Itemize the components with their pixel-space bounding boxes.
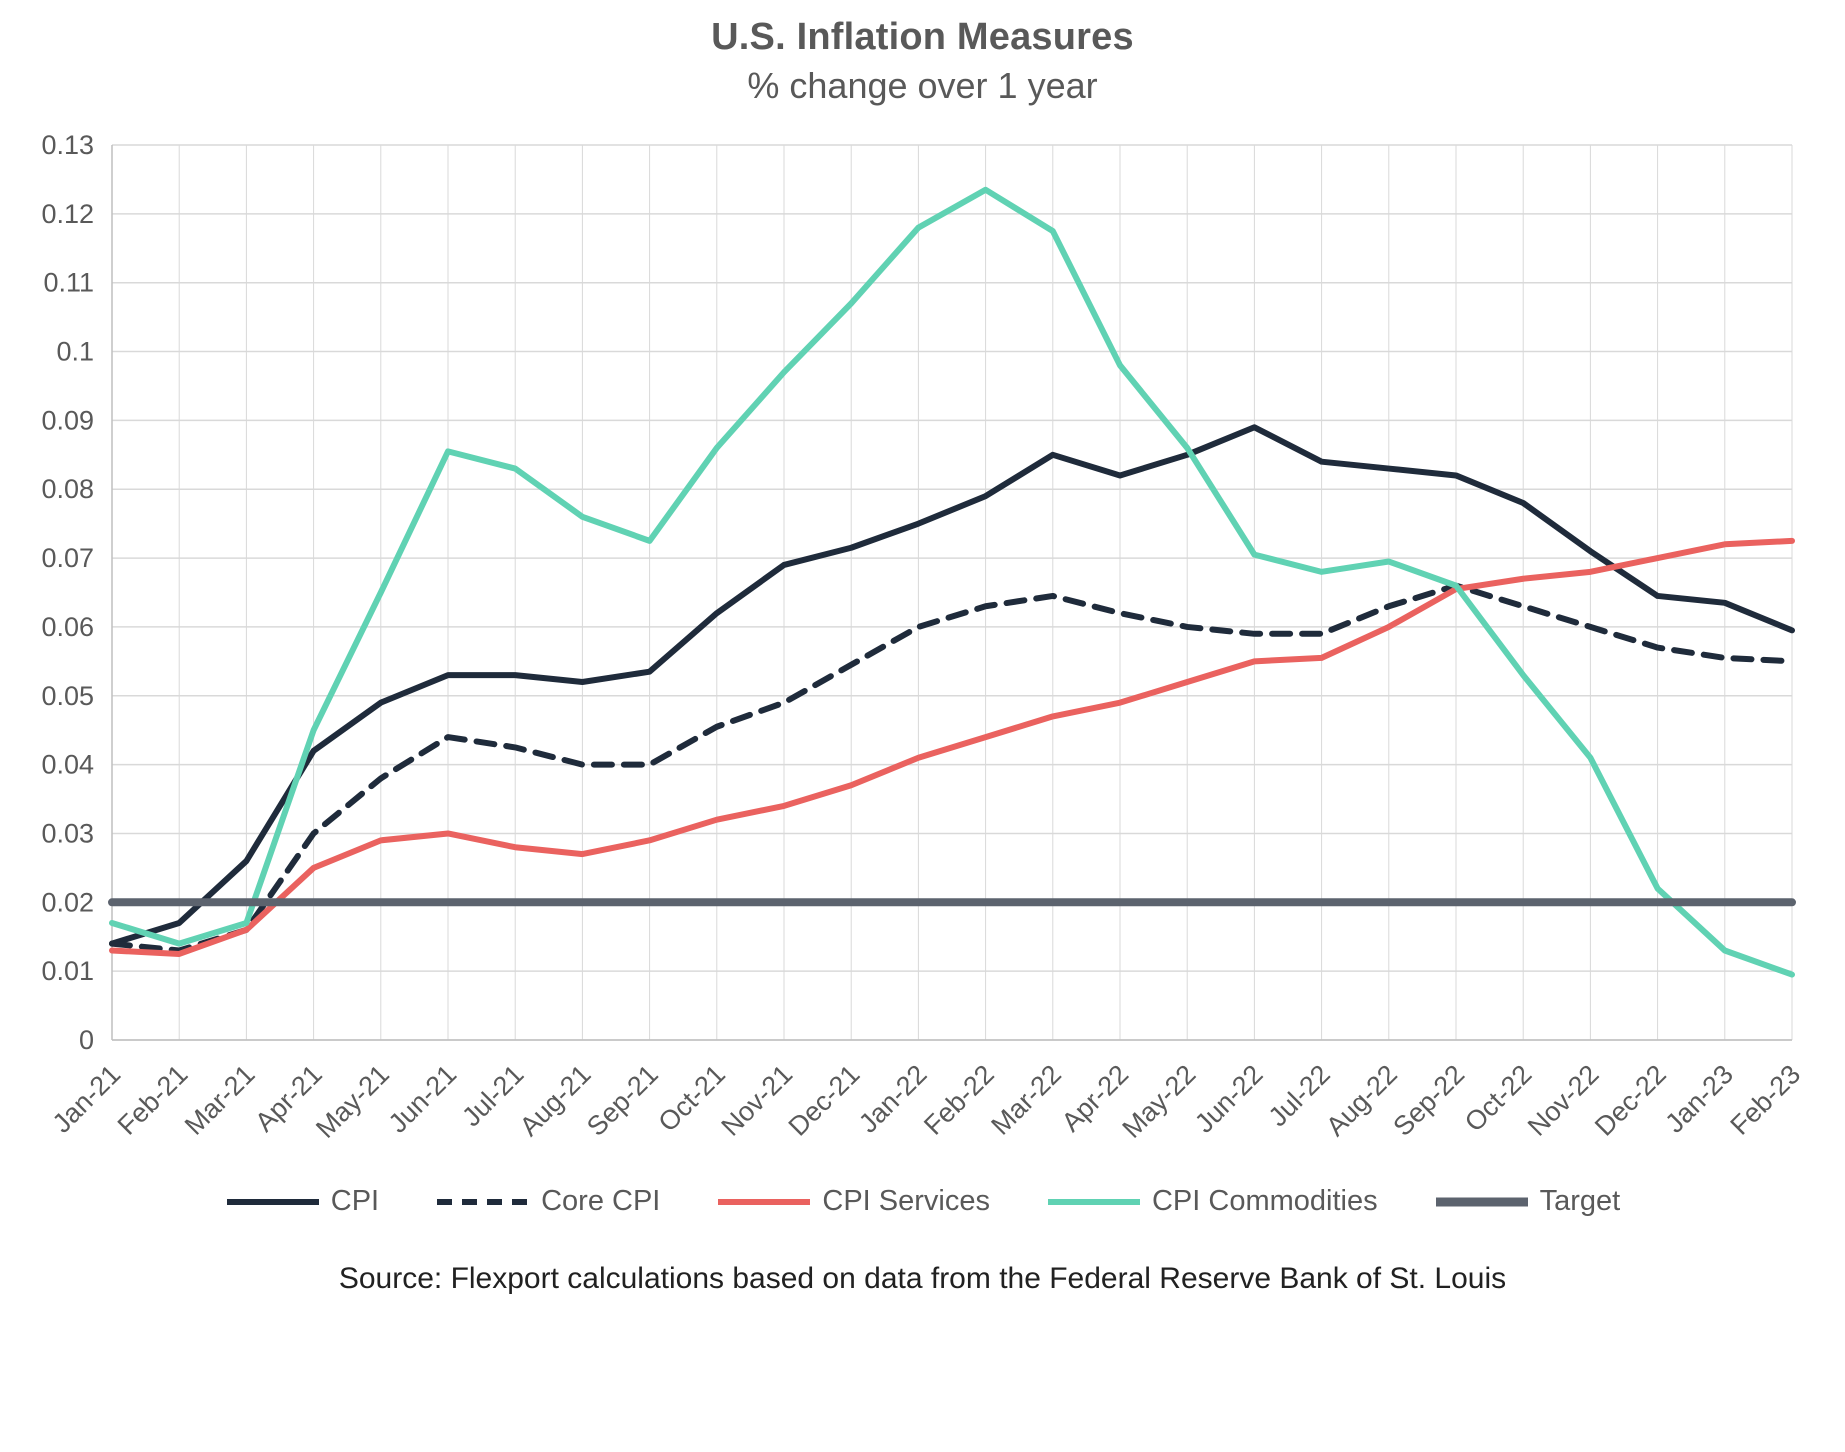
legend-swatch-cpi-commodities bbox=[1047, 1198, 1140, 1205]
x-axis-tick-label: Sep-22 bbox=[1387, 1059, 1470, 1142]
y-axis-tick-label: 0.08 bbox=[41, 474, 94, 504]
legend-item-cpi-commodities: CPI Commodities bbox=[1046, 1185, 1378, 1218]
x-axis-tick-label: Aug-21 bbox=[514, 1059, 597, 1142]
x-axis-tick-label: Jun-21 bbox=[383, 1059, 463, 1139]
x-axis-tick-label: Dec-22 bbox=[1589, 1059, 1672, 1142]
x-axis-tick-label: Nov-22 bbox=[1522, 1059, 1605, 1142]
chart-subtitle: % change over 1 year bbox=[747, 65, 1098, 106]
x-axis-tick-label: Feb-22 bbox=[918, 1059, 1000, 1141]
x-axis-tick-label: Feb-23 bbox=[1725, 1059, 1807, 1141]
y-axis-tick-label: 0.07 bbox=[41, 543, 94, 573]
legend-label-cpi-services: CPI Services bbox=[822, 1185, 990, 1217]
legend-item-cpi: CPI bbox=[225, 1185, 379, 1218]
line-chart: 0 0.01 0.02 0.03 0.04 0.05 0.06 0.07 0.08 0.09 0.1… bbox=[41, 130, 1807, 1144]
series-line-cpi-services bbox=[109, 537, 1795, 957]
series-line-core-cpi bbox=[109, 582, 1795, 954]
y-axis-tick-label: 0.1 bbox=[56, 337, 94, 367]
x-axis-tick-label: Oct-22 bbox=[1459, 1059, 1538, 1138]
legend-item-core-cpi: Core CPI bbox=[435, 1185, 660, 1218]
legend-label-cpi: CPI bbox=[330, 1185, 380, 1217]
chart-legend: CPI Core CPI CPI Services CPI Commodities Ta… bbox=[0, 1185, 1845, 1218]
legend-item-target: Target bbox=[1434, 1185, 1621, 1218]
y-axis-tick-label: 0.13 bbox=[41, 130, 94, 160]
x-axis-tick-label: Sep-21 bbox=[581, 1059, 664, 1142]
y-axis-tick-label: 0.11 bbox=[43, 268, 94, 298]
series-line-cpi bbox=[109, 424, 1795, 947]
x-axis-tick-label: Mar-21 bbox=[179, 1059, 261, 1141]
legend-swatch-cpi-services bbox=[718, 1198, 811, 1205]
x-axis-tick-label: Nov-21 bbox=[715, 1059, 798, 1142]
y-axis-tick-label: 0.06 bbox=[41, 612, 94, 642]
x-axis-tick-label: Jan-21 bbox=[47, 1059, 127, 1139]
x-axis-tick-label: Jan-22 bbox=[853, 1059, 933, 1139]
chart-title: U.S. Inflation Measures bbox=[711, 16, 1134, 58]
y-axis-tick-label: 0.12 bbox=[41, 199, 94, 229]
y-axis-tick-label: 0.05 bbox=[41, 681, 94, 711]
x-axis-tick-label: Jun-22 bbox=[1189, 1059, 1269, 1139]
y-axis-tick-label: 0.02 bbox=[41, 887, 94, 917]
y-axis-tick-label: 0.01 bbox=[41, 956, 94, 986]
x-axis-tick-label: Mar-22 bbox=[985, 1059, 1067, 1141]
y-axis-tick-label: 0 bbox=[79, 1025, 94, 1055]
legend-swatch-target bbox=[1435, 1197, 1528, 1206]
source-note: Source: Flexport calculations based on d… bbox=[338, 1262, 1507, 1295]
legend-swatch-core-cpi bbox=[437, 1198, 530, 1205]
legend-label-cpi-commodities: CPI Commodities bbox=[1151, 1185, 1378, 1217]
x-axis-tick-label: May-22 bbox=[1117, 1059, 1202, 1144]
legend-label-target: Target bbox=[1539, 1185, 1621, 1217]
x-axis-tick-label: Aug-22 bbox=[1320, 1059, 1403, 1142]
x-axis-tick-label: Feb-21 bbox=[112, 1059, 194, 1141]
y-axis-tick-label: 0.04 bbox=[41, 750, 94, 780]
legend-swatch-cpi bbox=[226, 1198, 319, 1205]
x-axis-tick-label: Oct-21 bbox=[653, 1059, 732, 1138]
y-axis-tick-label: 0.09 bbox=[41, 405, 94, 435]
legend-label-core-cpi: Core CPI bbox=[541, 1185, 661, 1217]
x-axis-tick-label: May-21 bbox=[310, 1059, 395, 1144]
x-axis-tick-label: Jan-23 bbox=[1659, 1059, 1739, 1139]
y-axis-tick-label: 0.03 bbox=[41, 818, 94, 848]
x-axis-tick-label: Dec-21 bbox=[783, 1059, 866, 1142]
legend-item-cpi-services: CPI Services bbox=[716, 1185, 990, 1218]
series-line-cpi-commodities bbox=[109, 186, 1795, 978]
